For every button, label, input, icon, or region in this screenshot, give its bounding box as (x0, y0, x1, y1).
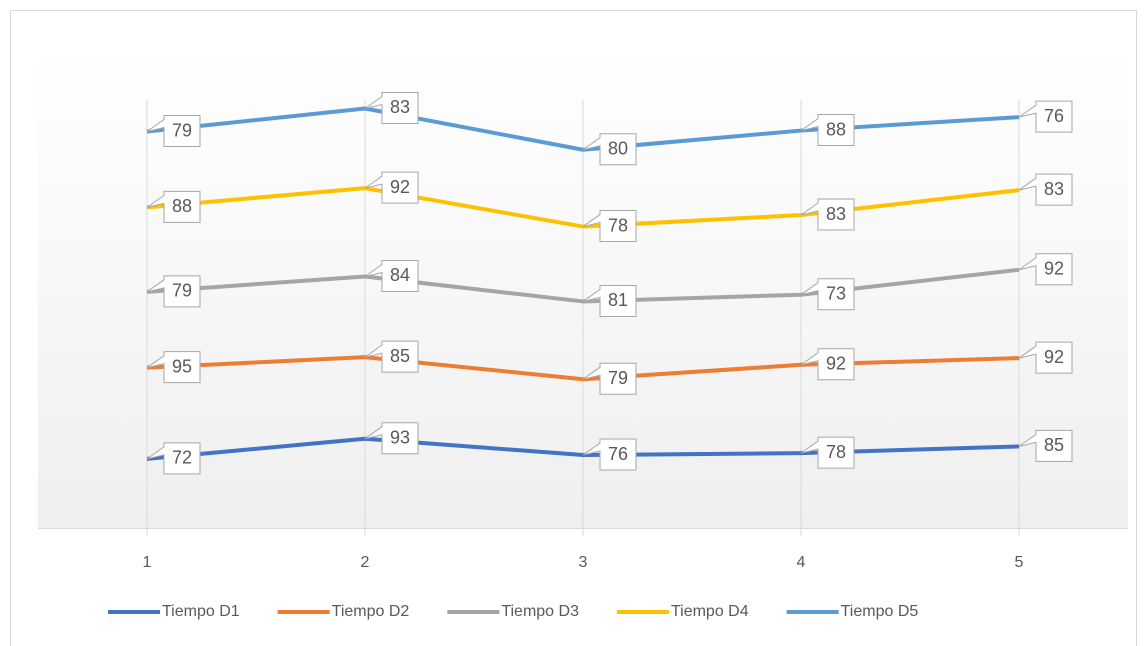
data-label: 79 (608, 368, 628, 388)
data-label-box (800, 198, 855, 231)
data-label-box (146, 115, 201, 148)
data-label-box (364, 422, 419, 455)
data-label: 93 (390, 427, 410, 447)
data-label-box (800, 278, 855, 311)
data-label: 79 (172, 281, 192, 301)
data-label: 83 (826, 204, 846, 224)
x-tick-label: 4 (797, 554, 806, 571)
legend-label: Tiempo D1 (162, 603, 240, 620)
data-label: 83 (390, 97, 410, 117)
data-label: 78 (608, 215, 628, 235)
data-label-box (800, 348, 855, 381)
data-label: 80 (608, 139, 628, 159)
x-tick-label: 3 (579, 554, 588, 571)
data-label-box (582, 362, 637, 395)
data-label-box (582, 210, 637, 243)
data-label: 79 (172, 120, 192, 140)
legend-label: Tiempo D4 (671, 603, 749, 620)
data-label-box (582, 284, 637, 317)
legend-label: Tiempo D3 (501, 603, 579, 620)
data-label-box (1018, 341, 1073, 374)
x-tick-label: 2 (361, 554, 370, 571)
data-label: 85 (1044, 435, 1064, 455)
data-label-box (364, 171, 419, 204)
x-tick-label: 1 (143, 554, 152, 571)
data-label-box (582, 133, 637, 166)
data-label-box (146, 351, 201, 384)
data-label-box (800, 114, 855, 147)
data-label: 76 (1044, 106, 1064, 126)
data-label: 95 (172, 356, 192, 376)
data-label: 88 (826, 119, 846, 139)
data-label: 78 (826, 442, 846, 462)
legend-label: Tiempo D5 (841, 603, 919, 620)
legend-label: Tiempo D2 (332, 603, 410, 620)
data-label-box (364, 91, 419, 124)
data-label: 92 (1044, 259, 1064, 279)
data-label: 92 (1044, 347, 1064, 367)
data-label: 73 (826, 283, 846, 303)
data-label-box (582, 438, 637, 471)
data-label: 72 (172, 448, 192, 468)
x-tick-label: 5 (1015, 554, 1024, 571)
data-label-box (1018, 253, 1073, 286)
data-label: 92 (390, 177, 410, 197)
data-label-box (800, 436, 855, 469)
data-label-box (364, 340, 419, 373)
data-label: 85 (390, 346, 410, 366)
data-label: 84 (390, 265, 410, 285)
data-label: 81 (608, 290, 628, 310)
data-label-box (146, 275, 201, 308)
data-label-box (364, 259, 419, 292)
data-label-box (1018, 429, 1073, 462)
data-label-box (1018, 173, 1073, 206)
data-label-box (146, 190, 201, 223)
data-label: 83 (1044, 179, 1064, 199)
data-label: 92 (826, 354, 846, 374)
data-label-box (1018, 100, 1073, 133)
data-label-box (146, 442, 201, 475)
data-label: 88 (172, 196, 192, 216)
data-label: 76 (608, 444, 628, 464)
